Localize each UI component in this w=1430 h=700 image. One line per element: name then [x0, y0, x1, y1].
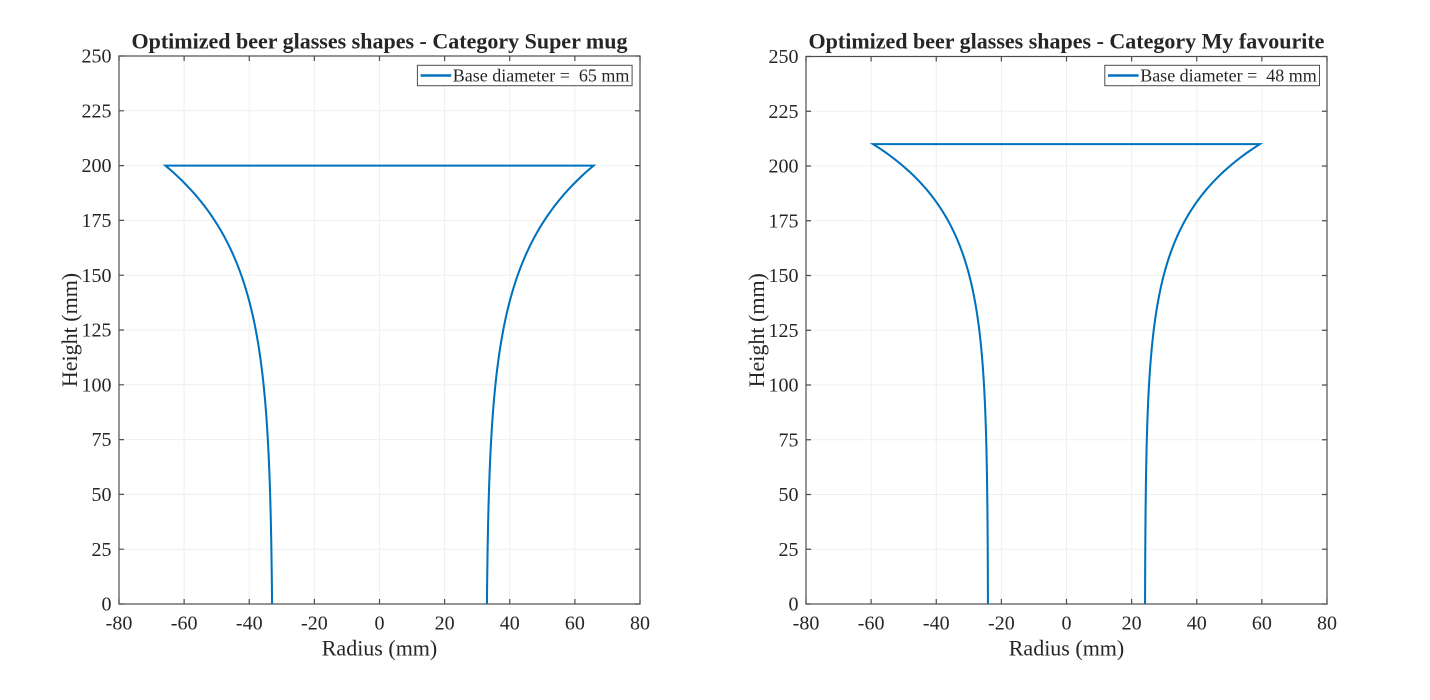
svg-text:0: 0: [102, 594, 112, 616]
svg-text:250: 250: [82, 46, 112, 68]
svg-text:Radius (mm): Radius (mm): [1009, 636, 1125, 661]
svg-text:60: 60: [565, 613, 585, 635]
svg-text:175: 175: [82, 210, 112, 232]
svg-text:-60: -60: [171, 613, 198, 635]
svg-text:175: 175: [769, 210, 799, 232]
svg-text:-60: -60: [858, 613, 885, 635]
svg-text:50: 50: [92, 484, 112, 506]
svg-text:80: 80: [630, 613, 650, 635]
svg-text:125: 125: [82, 320, 112, 342]
svg-text:-20: -20: [301, 613, 328, 635]
svg-text:Base diameter = 65 mm: Base diameter = 65 mm: [453, 66, 630, 86]
svg-text:80: 80: [1317, 613, 1337, 635]
svg-text:200: 200: [769, 156, 799, 178]
svg-text:25: 25: [92, 539, 112, 561]
svg-text:Optimized beer glasses shapes: Optimized beer glasses shapes - Category…: [131, 29, 627, 54]
svg-text:0: 0: [375, 613, 385, 635]
svg-text:50: 50: [779, 484, 799, 506]
svg-text:Base diameter = 48 mm: Base diameter = 48 mm: [1140, 66, 1317, 86]
svg-text:75: 75: [92, 429, 112, 451]
svg-text:20: 20: [435, 613, 455, 635]
svg-text:25: 25: [779, 539, 799, 561]
svg-text:40: 40: [500, 613, 520, 635]
svg-text:-80: -80: [793, 613, 820, 635]
svg-text:Optimized beer glasses shapes: Optimized beer glasses shapes - Category…: [809, 29, 1325, 54]
svg-text:200: 200: [82, 155, 112, 177]
svg-text:225: 225: [769, 101, 799, 123]
svg-text:-40: -40: [236, 613, 263, 635]
svg-text:40: 40: [1187, 613, 1207, 635]
svg-text:150: 150: [769, 265, 799, 287]
svg-text:225: 225: [82, 100, 112, 122]
svg-text:-40: -40: [923, 613, 950, 635]
svg-text:-20: -20: [988, 613, 1015, 635]
svg-text:Height (mm): Height (mm): [57, 273, 82, 387]
svg-text:150: 150: [82, 265, 112, 287]
svg-text:125: 125: [769, 320, 799, 342]
svg-text:250: 250: [769, 46, 799, 68]
svg-text:0: 0: [789, 594, 799, 616]
svg-text:100: 100: [769, 375, 799, 397]
svg-text:0: 0: [1062, 613, 1072, 635]
svg-text:Radius (mm): Radius (mm): [322, 636, 438, 661]
svg-text:100: 100: [82, 374, 112, 396]
svg-text:75: 75: [779, 429, 799, 451]
svg-text:Height (mm): Height (mm): [744, 273, 769, 387]
svg-text:-80: -80: [106, 613, 133, 635]
svg-text:60: 60: [1252, 613, 1272, 635]
svg-text:20: 20: [1122, 613, 1142, 635]
